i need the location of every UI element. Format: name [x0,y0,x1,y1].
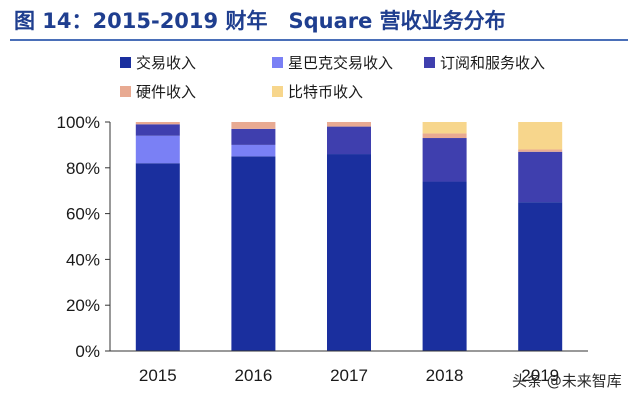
legend-entry-transaction: 交易收入 [120,54,196,72]
x-tick-label: 2015 [139,366,177,385]
bar-segment [327,122,371,127]
x-tick-label: 2018 [426,366,464,385]
bar-segment [231,156,276,351]
legend-label-subscription: 订阅和服务收入 [440,54,545,72]
bar-segment [135,135,180,164]
legend-label-starbucks: 星巴克交易收入 [288,54,393,72]
bar-segment [518,149,563,152]
y-tick-label: 60% [66,205,100,224]
bar-segment [327,126,371,155]
bar-segment [231,122,276,129]
legend-label-transaction: 交易收入 [136,54,196,72]
bar-segment [231,128,276,145]
legend-entry-starbucks: 星巴克交易收入 [272,54,393,72]
bar-segment [231,144,276,157]
watermark-text: 头条 @未来智库 [512,372,622,390]
y-tick-label: 80% [66,159,100,178]
bar-segment [518,151,563,203]
legend-entry-hardware: 硬件收入 [120,83,196,101]
bar-segment [518,202,563,351]
plot-area: 0% 20% 40% 60% 80% 100% 2015 2016 2017 2018 2019 [57,113,588,385]
y-tick-label: 40% [66,250,100,269]
legend-entry-bitcoin: 比特币收入 [272,83,363,101]
legend-entry-subscription: 订阅和服务收入 [424,54,545,72]
watermark: 头条 @未来智库 [512,372,622,390]
legend-swatch-bitcoin [272,86,283,97]
bar-segment [135,124,180,136]
legend-label-hardware: 硬件收入 [136,83,196,101]
x-tick-label: 2019 [521,366,559,385]
legend-swatch-transaction [120,57,131,68]
bar-segment [422,133,467,139]
bar-segment [422,138,467,182]
bar-segment [422,122,467,134]
x-tick-label: 2017 [330,366,368,385]
bar-segment [135,163,180,351]
bar-segment [135,122,180,125]
legend-label-bitcoin: 比特币收入 [288,83,363,101]
x-tick-label: 2016 [234,366,272,385]
chart-legend: 交易收入 星巴克交易收入 订阅和服务收入 硬件收入 比特币收入 [120,54,545,101]
chart-title: 图 14：2015-2019 财年 Square 营收业务分布 [14,9,506,33]
legend-swatch-starbucks [272,57,283,68]
y-tick-label: 20% [66,296,100,315]
legend-swatch-subscription [424,57,435,68]
legend-swatch-hardware [120,86,131,97]
bar-segment [422,181,467,351]
y-tick-label: 100% [57,113,100,132]
bar-segment [327,154,371,351]
y-tick-label: 0% [75,342,100,361]
bar-segment [518,122,563,150]
